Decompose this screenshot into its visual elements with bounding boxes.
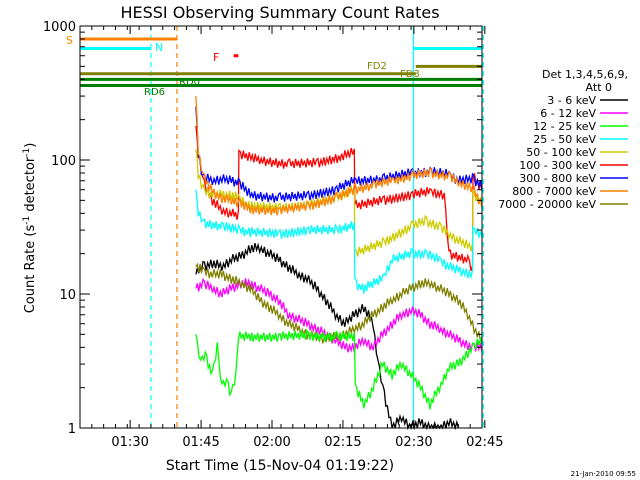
series-lines	[195, 96, 483, 431]
series-line-5	[195, 242, 460, 431]
axes: 1 10 100 1000 01:30 01:45 02:00 02:15 02:30 02:45	[43, 20, 504, 450]
series-line-4	[195, 189, 483, 294]
marker-label-n: N	[155, 41, 163, 54]
legend-label-4: 50 - 100 keV	[526, 146, 596, 159]
series-line-7	[195, 262, 483, 344]
y-label-part-2: detector	[23, 156, 38, 216]
legend-header-line-1: Det 1,3,4,5,6,9,	[542, 68, 628, 81]
x-tick-label-5: 02:45	[466, 435, 503, 450]
y-tick-label-0: 1	[68, 422, 76, 437]
legend-label-1: 6 - 12 keV	[540, 107, 596, 120]
plot-frame	[80, 26, 482, 428]
legend-label-7: 800 - 7000 keV	[512, 185, 596, 198]
y-tick-label-2: 100	[51, 154, 76, 169]
chart-title: HESSI Observing Summary Count Rates	[120, 3, 439, 22]
y-tick-label-1: 10	[59, 288, 76, 303]
x-tick-label-0: 01:30	[111, 435, 148, 450]
legend-header-line-2: Att 0	[586, 81, 612, 94]
y-label-sup-1: -1	[22, 216, 32, 225]
legend-label-8: 7000 - 20000 keV	[498, 198, 596, 211]
series-line-8	[195, 328, 483, 410]
marker-label-rd6: RD6	[144, 87, 165, 98]
series-line-3	[195, 96, 483, 216]
marker-label-rd0: RD0	[179, 77, 200, 88]
series-line-0	[195, 125, 483, 272]
x-tick-label-2: 02:00	[253, 435, 290, 450]
marker-label-f: F	[213, 51, 219, 64]
legend-label-2: 12 - 25 keV	[533, 120, 596, 133]
marker-label-fd2: FD2	[367, 61, 387, 72]
vertical-markers	[150, 26, 485, 428]
x-axis-label: Start Time (15-Nov-04 01:19:22)	[166, 458, 394, 474]
y-label-sup-2: -1	[22, 148, 32, 157]
state-marker-labels: S N F FD2 FD3 RD0 RD6	[66, 34, 420, 98]
legend-label-6: 300 - 800 keV	[519, 172, 596, 185]
y-axis-label: Count Rate (s-1 detector-1)	[22, 143, 38, 314]
x-tick-label-4: 02:30	[395, 435, 432, 450]
y-tick-label-3: 1000	[43, 20, 76, 35]
plot-area	[80, 26, 482, 428]
y-label-part-1: Count Rate (s	[23, 225, 38, 314]
marker-label-fd3: FD3	[400, 69, 420, 80]
legend-label-5: 100 - 300 keV	[519, 159, 596, 172]
legend-label-3: 25 - 50 keV	[533, 133, 596, 146]
x-tick-label-1: 01:45	[182, 435, 219, 450]
y-label-part-3: )	[23, 143, 38, 148]
legend-label-0: 3 - 6 keV	[547, 94, 596, 107]
x-tick-label-3: 02:15	[324, 435, 361, 450]
state-marker-lines	[80, 37, 482, 87]
footer-timestamp: 21-Jan-2010 09:55	[571, 470, 636, 478]
marker-label-s: S	[66, 34, 73, 47]
